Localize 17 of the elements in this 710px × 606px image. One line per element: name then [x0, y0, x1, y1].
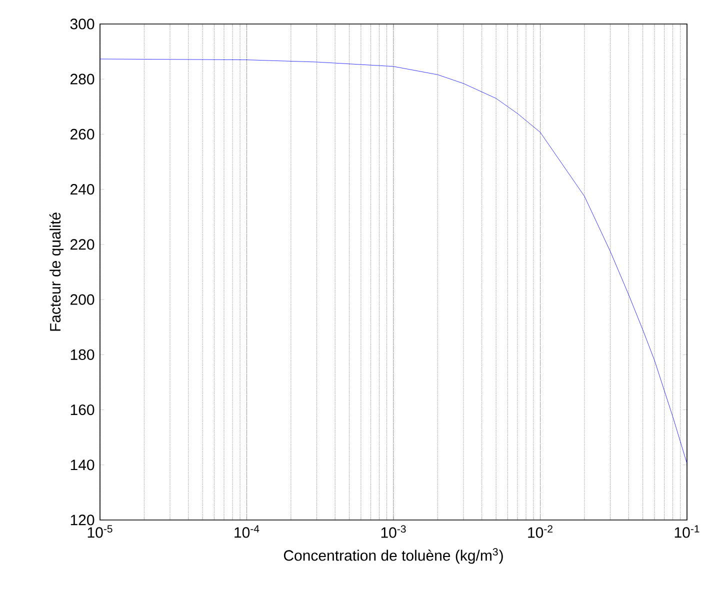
- y-tick-label: 140: [70, 460, 94, 470]
- y-tick-label: 160: [70, 404, 94, 416]
- y-tick-label: 200: [70, 294, 94, 305]
- y-tick-label: 220: [70, 239, 94, 250]
- y-axis-title: Facteur de qualité: [49, 212, 64, 331]
- x-tick-label: 10$^{-5}$: [88, 525, 112, 538]
- y-tick-label: 240: [70, 184, 94, 195]
- y-tick-label: 180: [70, 349, 94, 360]
- y-tick-label: 260: [70, 128, 94, 140]
- x-axis-title: Concentration de toluène (kg/m$^{3}$): [284, 548, 503, 564]
- x-tick-label: 10$^{-2}$: [528, 525, 552, 538]
- y-tick-label: 120: [70, 514, 94, 526]
- x-tick-label: 10$^{-4}$: [234, 525, 260, 538]
- y-tick-label: 280: [70, 74, 94, 84]
- x-tick-label: 10$^{-1}$: [674, 525, 700, 538]
- x-tick-label: 10$^{-3}$: [381, 525, 406, 538]
- y-tick-label: 300: [70, 18, 94, 30]
